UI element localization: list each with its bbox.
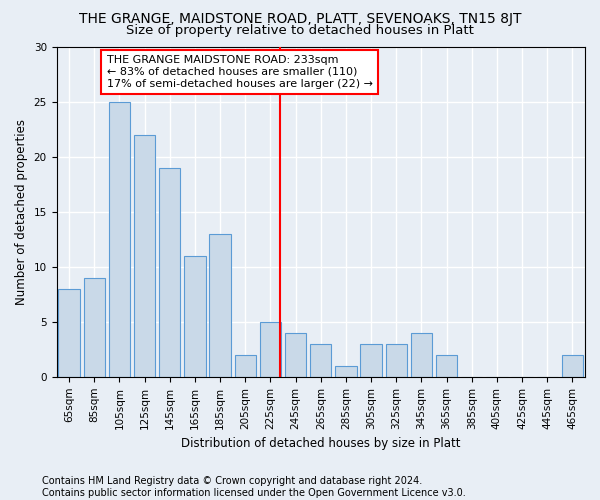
Bar <box>209 234 231 377</box>
Bar <box>58 288 80 377</box>
Bar <box>285 333 306 377</box>
Bar <box>361 344 382 377</box>
Text: THE GRANGE, MAIDSTONE ROAD, PLATT, SEVENOAKS, TN15 8JT: THE GRANGE, MAIDSTONE ROAD, PLATT, SEVEN… <box>79 12 521 26</box>
Text: Size of property relative to detached houses in Platt: Size of property relative to detached ho… <box>126 24 474 37</box>
Text: THE GRANGE MAIDSTONE ROAD: 233sqm
← 83% of detached houses are smaller (110)
17%: THE GRANGE MAIDSTONE ROAD: 233sqm ← 83% … <box>107 56 373 88</box>
Y-axis label: Number of detached properties: Number of detached properties <box>15 118 28 304</box>
Bar <box>562 355 583 377</box>
Bar <box>184 256 206 377</box>
X-axis label: Distribution of detached houses by size in Platt: Distribution of detached houses by size … <box>181 437 461 450</box>
Text: Contains HM Land Registry data © Crown copyright and database right 2024.
Contai: Contains HM Land Registry data © Crown c… <box>42 476 466 498</box>
Bar <box>310 344 331 377</box>
Bar <box>83 278 105 377</box>
Bar <box>109 102 130 377</box>
Bar <box>235 355 256 377</box>
Bar <box>386 344 407 377</box>
Bar <box>260 322 281 377</box>
Bar <box>134 134 155 377</box>
Bar <box>159 168 181 377</box>
Bar <box>335 366 356 377</box>
Bar <box>411 333 432 377</box>
Bar <box>436 355 457 377</box>
